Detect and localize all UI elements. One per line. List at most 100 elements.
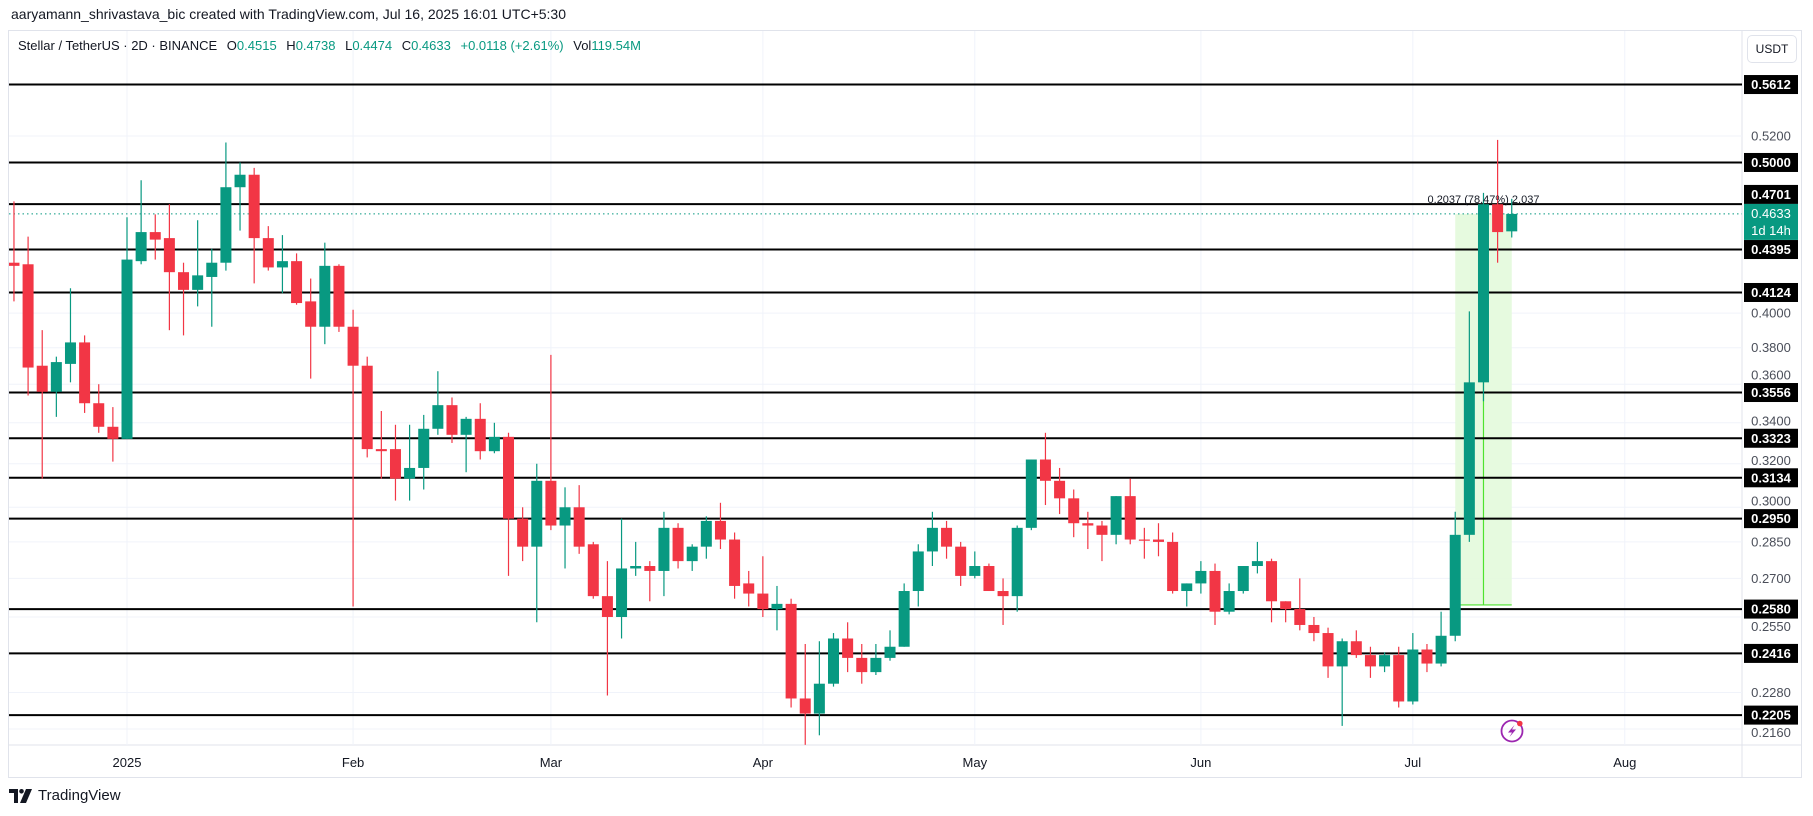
y-tick-label: 0.3800: [1751, 340, 1791, 355]
x-tick-label: May: [963, 755, 988, 770]
bullish-candle: [531, 463, 543, 623]
bearish-candle: [1350, 630, 1362, 658]
level-label-bg: [1744, 184, 1798, 204]
candle-body: [771, 603, 783, 610]
bullish-candle: [898, 583, 910, 647]
x-tick-label: 2025: [113, 755, 142, 770]
candle-body: [220, 187, 232, 263]
bearish-candle: [149, 214, 161, 260]
candle-body: [206, 262, 218, 277]
y-tick-label: 0.4000: [1751, 306, 1791, 321]
volume-label: Vol: [573, 38, 592, 53]
candle-body: [1025, 459, 1037, 528]
candle-body: [969, 566, 981, 576]
bearish-candle: [1280, 601, 1292, 623]
candle-body: [884, 646, 896, 658]
bearish-candle: [178, 262, 190, 336]
level-label-text: 0.3134: [1751, 470, 1792, 485]
y-tick-label: 0.2280: [1751, 685, 1791, 700]
candle-body: [389, 449, 401, 479]
candle-body: [1152, 539, 1164, 542]
lightning-bolt-icon[interactable]: [1500, 719, 1524, 743]
level-price-label: 0.3323: [1744, 428, 1798, 448]
level-label-bg: [1744, 383, 1798, 403]
candle-body: [1266, 561, 1278, 602]
bullish-candle: [1181, 583, 1193, 607]
candle-body: [1350, 641, 1362, 656]
candle-body: [1421, 649, 1433, 664]
bearish-candle: [714, 502, 726, 550]
level-price-label: 0.5612: [1744, 75, 1798, 95]
level-price-label: 0.3556: [1744, 383, 1798, 403]
high-label: H: [286, 38, 296, 53]
candle-body: [601, 596, 613, 617]
level-price-label: 0.4395: [1744, 240, 1798, 260]
candle-body: [1082, 523, 1094, 526]
open-label: O: [226, 38, 237, 53]
plot-area[interactable]: 0.2037 (78.47%) 2,037: [8, 83, 1742, 745]
bullish-candle: [630, 541, 642, 576]
bullish-candle: [135, 180, 147, 265]
bearish-candle: [983, 563, 995, 592]
candle-body: [870, 657, 882, 673]
currency-button[interactable]: USDT: [1747, 35, 1797, 63]
candle-body: [64, 342, 76, 364]
level-label-text: 0.5000: [1751, 155, 1791, 170]
level-label-text: 0.2416: [1751, 646, 1791, 661]
candle-body: [1209, 570, 1221, 612]
tradingview-logo-icon: [9, 788, 32, 803]
candle-body: [1237, 566, 1249, 592]
candle-body: [1124, 496, 1136, 540]
candle-body: [93, 403, 105, 427]
bearish-candle: [842, 622, 854, 673]
bearish-candle: [93, 384, 105, 433]
candle-body: [785, 603, 797, 699]
bearish-candle: [743, 570, 755, 607]
level-label-bg: [1744, 643, 1798, 663]
candle-body: [276, 261, 288, 268]
level-price-label: 0.2416: [1744, 643, 1798, 663]
bar-countdown: 1d 14h: [1751, 223, 1791, 238]
candle-body: [1435, 635, 1447, 664]
bullish-candle: [1379, 652, 1391, 673]
candle-body: [686, 546, 698, 562]
bearish-candle: [1308, 616, 1320, 642]
candle-body: [587, 544, 599, 597]
bullish-candle: [276, 235, 288, 294]
candle-body: [714, 520, 726, 540]
level-price-label: 0.2950: [1744, 509, 1798, 529]
level-label-bg: [1744, 509, 1798, 529]
bearish-candle: [856, 643, 868, 684]
bearish-candle: [22, 236, 34, 396]
bullish-candle: [828, 633, 839, 687]
bullish-candle: [1025, 459, 1037, 531]
candle-body: [743, 583, 755, 594]
bearish-candle: [1492, 139, 1504, 263]
y-tick-label: 0.2550: [1751, 619, 1791, 634]
bullish-candle: [488, 422, 500, 454]
candle-body: [1167, 541, 1179, 592]
y-tick-label: 0.3200: [1751, 453, 1791, 468]
x-tick-label: Mar: [540, 755, 563, 770]
candle-body: [842, 638, 854, 658]
level-label-bg: [1744, 599, 1798, 619]
bearish-candle: [262, 226, 274, 271]
candle-body: [22, 264, 34, 368]
tradingview-logo[interactable]: TradingView: [9, 787, 121, 804]
bullish-candle: [1011, 525, 1023, 612]
y-tick-label: 0.3000: [1751, 494, 1791, 509]
candle-body: [729, 539, 741, 586]
candle-body: [828, 638, 839, 684]
candle-body: [1492, 204, 1504, 233]
candle-body: [432, 405, 444, 429]
candle-body: [799, 698, 811, 714]
candle-body: [1506, 213, 1518, 232]
change-value: +0.0118 (+2.61%): [460, 38, 564, 53]
candle-body: [121, 259, 133, 439]
bullish-candle: [870, 643, 882, 675]
level-label-bg: [1744, 152, 1798, 172]
bearish-candle: [1068, 489, 1080, 538]
symbol-name[interactable]: Stellar / TetherUS · 2D · BINANCE: [18, 38, 218, 53]
y-tick-label: 0.3600: [1751, 368, 1791, 383]
